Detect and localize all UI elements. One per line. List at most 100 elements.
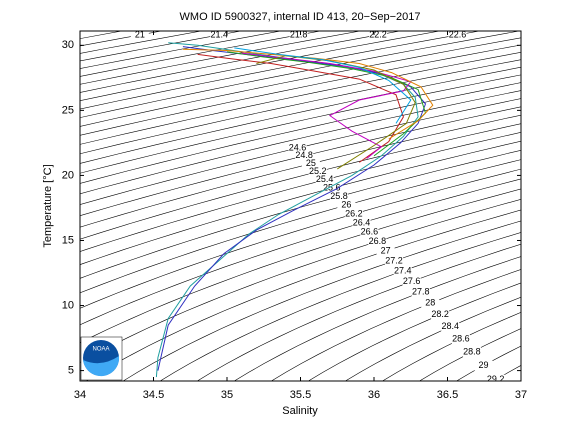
contour-label: 26.8 <box>369 236 387 246</box>
contour-label-bg <box>451 334 470 345</box>
isopycnal <box>345 296 521 381</box>
y-tick-label: 30 <box>62 39 74 51</box>
contour-label: 28.2 <box>431 309 449 319</box>
contour-label: 26 <box>341 200 351 210</box>
isopycnal <box>80 114 521 228</box>
isopycnal <box>80 59 521 155</box>
y-tick-label: 15 <box>62 234 74 246</box>
x-tick-label: 35 <box>221 389 233 401</box>
isopycnal <box>80 132 521 252</box>
isopycnal <box>85 209 521 381</box>
contour-label-bg <box>462 346 481 357</box>
contour-label: 25 <box>306 158 316 168</box>
isopycnal <box>382 312 521 381</box>
contour-label: 21 <box>135 29 145 39</box>
y-tick-label: 25 <box>62 104 74 116</box>
isopycnal <box>80 31 400 93</box>
profile-line <box>241 52 412 159</box>
isopycnal <box>308 282 521 381</box>
contour-label: 24.8 <box>295 150 313 160</box>
plot-area: 21 21.4 21.8 22.2 22.6 24.624.82525.225.425.6… <box>80 29 521 384</box>
contour-label: 26.2 <box>345 208 363 218</box>
y-tick-label: 5 <box>68 364 74 376</box>
isopycnal <box>80 37 521 127</box>
contour-label-bg <box>329 191 348 202</box>
contour-label: 25.8 <box>330 191 348 201</box>
contour-label: 21.8 <box>290 29 308 39</box>
contour-label-bg <box>352 217 371 228</box>
contour-label: 22.6 <box>449 29 467 39</box>
contour-label: 27 <box>381 245 391 255</box>
contour-label-bg <box>431 309 450 320</box>
isopycnal <box>80 188 521 344</box>
contour-label-bg <box>130 31 149 40</box>
x-tick-label: 36 <box>368 389 380 401</box>
contour-label-bg <box>402 276 421 287</box>
contour-label-bg <box>441 321 460 332</box>
y-tick-label: 10 <box>62 299 74 311</box>
chart-title: WMO ID 5900327, internal ID 413, 20−Sep−… <box>180 11 421 23</box>
contour-label-bg <box>448 31 467 40</box>
profile-line <box>197 53 404 163</box>
isopycnal <box>80 106 521 217</box>
profile-line <box>234 47 412 124</box>
contour-label: 27.6 <box>403 276 421 286</box>
contour-label-bg <box>337 200 356 211</box>
isopycnal <box>123 220 521 381</box>
isopycnal <box>80 44 521 136</box>
y-axis-label: Temperature [°C] <box>42 164 54 247</box>
contour-label-bg <box>295 150 314 161</box>
contour-label-bg <box>376 246 395 257</box>
contour-label-bg <box>486 374 505 381</box>
isopycnal <box>80 168 521 309</box>
isopycnal <box>80 51 521 145</box>
isopycnal <box>80 31 440 101</box>
contour-label-bg <box>421 298 440 309</box>
contour-label: 28.4 <box>442 321 460 331</box>
noaa-logo: NOAA <box>80 336 123 381</box>
x-tick-label: 36.5 <box>437 389 458 401</box>
x-tick-label: 37 <box>515 389 527 401</box>
isopycnal <box>80 149 521 279</box>
contour-label-bg <box>411 287 430 298</box>
contour-label: 29 <box>478 360 488 370</box>
contour-label: 26.6 <box>361 226 379 236</box>
isopycnal <box>80 140 521 265</box>
isopycnal <box>80 31 480 110</box>
contour-label: 26.4 <box>353 217 371 227</box>
contour-label-bg <box>322 183 341 194</box>
isopycnal <box>80 74 521 174</box>
contour-label-bg <box>288 143 307 154</box>
svg-text:NOAA: NOAA <box>92 347 109 353</box>
isopycnal <box>234 256 521 381</box>
isopycnal <box>80 82 521 184</box>
contour-label-bg <box>369 31 388 40</box>
contour-label: 21.4 <box>210 29 228 39</box>
x-tick-label: 35.5 <box>290 389 311 401</box>
contour-label: 22.2 <box>369 29 387 39</box>
x-tick-label: 34 <box>74 389 86 401</box>
contour-label: 24.6 <box>289 142 307 152</box>
isopycnal <box>80 178 521 326</box>
contour-label: 25.4 <box>316 174 334 184</box>
contour-label-bg <box>393 266 412 277</box>
x-axis-label: Salinity <box>282 405 318 417</box>
isopycnal <box>271 269 521 381</box>
contour-label-bg <box>308 166 327 177</box>
contour-label: 27.8 <box>412 287 430 297</box>
isopycnal <box>160 232 521 381</box>
isopycnal <box>80 31 520 118</box>
contour-label: 29.2 <box>487 374 505 384</box>
contour-label-bg <box>474 360 493 371</box>
isopycnal <box>80 199 521 363</box>
contour-label-bg <box>368 236 387 247</box>
y-tick-label: 20 <box>62 169 74 181</box>
isopycnal <box>80 66 521 164</box>
contour-label-bg <box>360 227 379 238</box>
contour-label: 27.2 <box>385 255 403 265</box>
contour-label-bg <box>301 158 320 169</box>
profile-line <box>226 51 427 157</box>
contour-label-bg <box>210 31 229 40</box>
contour-label-bg <box>315 174 334 185</box>
